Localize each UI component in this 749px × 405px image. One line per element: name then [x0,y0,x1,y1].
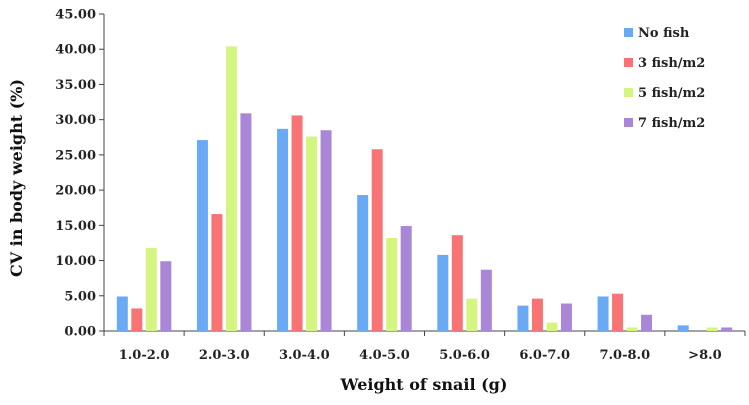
y-tick-label: 35.00 [55,78,96,93]
bar [706,327,718,331]
bar [145,247,157,331]
y-axis-title: CV in body weight (%) [7,79,26,277]
y-tick-label: 20.00 [55,184,96,199]
bar [721,327,733,331]
y-tick-label: 45.00 [55,8,96,23]
x-tick-label: >8.0 [688,348,722,363]
bar [196,140,208,331]
x-tick-label: 5.0-6.0 [439,348,490,363]
bar [225,46,237,331]
bar [160,261,172,331]
bar [320,130,332,331]
bar [211,214,223,331]
y-tick-label: 15.00 [55,219,96,234]
legend-swatch [624,88,633,97]
x-tick-label: 6.0-7.0 [519,348,570,363]
y-tick-label: 5.00 [64,289,96,304]
legend-swatch [624,118,633,127]
bars [116,46,733,332]
bar [466,298,478,331]
bar [277,128,289,331]
bar [626,327,638,331]
legend-label: 7 fish/m2 [638,116,705,131]
legend-label: No fish [638,26,690,41]
bar [531,298,543,331]
x-tick-label: 3.0-4.0 [279,348,330,363]
bar [386,238,398,331]
bar [612,293,624,331]
y-tick-label: 10.00 [55,254,96,269]
legend-label: 5 fish/m2 [638,86,705,101]
bar [116,296,128,331]
x-tick-label: 1.0-2.0 [119,348,170,363]
bar [306,136,318,331]
bar [451,235,463,331]
legend-swatch [624,28,633,37]
legend-swatch [624,58,633,67]
x-tick-label: 2.0-3.0 [199,348,250,363]
y-tick-label: 40.00 [55,43,96,58]
bar [357,195,369,331]
y-tick-label: 0.00 [64,325,96,340]
bar [560,303,572,331]
legend-label: 3 fish/m2 [638,56,705,71]
bar [291,115,303,331]
y-tick-label: 25.00 [55,148,96,163]
bar [641,314,653,331]
y-tick-label: 30.00 [55,113,96,128]
bar [371,149,383,331]
y-axis: 0.00 5.00 10.00 15.00 20.00 25.00 30.00 35.00 40… [55,8,105,340]
bar [400,226,412,331]
x-tick-label: 4.0-5.0 [359,348,410,363]
bar [677,325,689,331]
bar [240,113,252,332]
x-tick-label: 7.0-8.0 [599,348,650,363]
legend: No fish 3 fish/m2 5 fish/m2 7 fish/m2 [624,26,705,131]
bar [546,322,558,331]
bar [131,308,143,331]
x-axis: 1.0-2.0 2.0-3.0 3.0-4.0 4.0-5.0 5.0-6.0 6.0-7… [103,330,746,363]
bar [437,254,449,331]
bar [480,269,492,331]
bar [517,305,529,331]
x-axis-title: Weight of snail (g) [340,375,508,394]
bar [597,296,609,331]
